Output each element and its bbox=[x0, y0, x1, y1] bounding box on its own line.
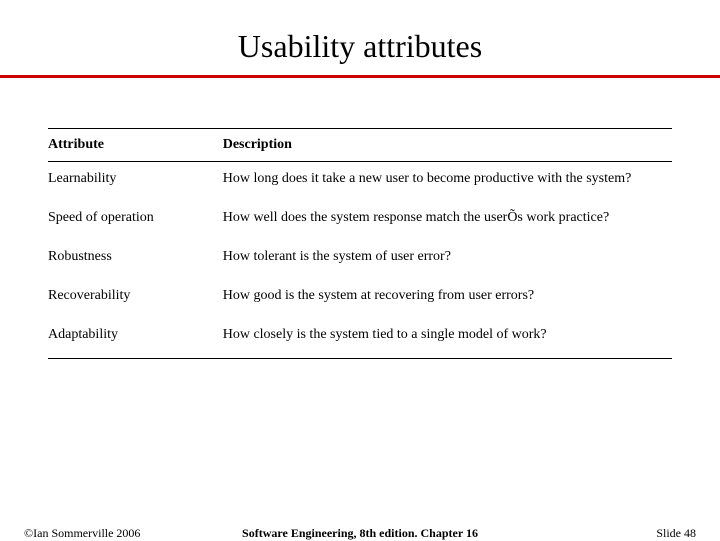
cell-description: How well does the system response match … bbox=[223, 201, 672, 240]
cell-description: How good is the system at recovering fro… bbox=[223, 279, 672, 318]
slide-title: Usability attributes bbox=[0, 0, 720, 75]
col-header-attribute: Attribute bbox=[48, 129, 223, 162]
table-wrapper: Attribute Description Learnability How l… bbox=[0, 78, 720, 359]
slide-container: Usability attributes Attribute Descripti… bbox=[0, 0, 720, 540]
table-row: Speed of operation How well does the sys… bbox=[48, 201, 672, 240]
cell-attribute: Adaptability bbox=[48, 318, 223, 359]
table-header-row: Attribute Description bbox=[48, 129, 672, 162]
table-row: Adaptability How closely is the system t… bbox=[48, 318, 672, 359]
cell-description: How long does it take a new user to beco… bbox=[223, 162, 672, 201]
table-row: Robustness How tolerant is the system of… bbox=[48, 240, 672, 279]
cell-attribute: Robustness bbox=[48, 240, 223, 279]
table-row: Learnability How long does it take a new… bbox=[48, 162, 672, 201]
footer-copyright: ©Ian Sommerville 2006 bbox=[24, 526, 140, 541]
cell-attribute: Recoverability bbox=[48, 279, 223, 318]
cell-attribute: Learnability bbox=[48, 162, 223, 201]
col-header-description: Description bbox=[223, 129, 672, 162]
footer-book-title: Software Engineering, 8th edition. Chapt… bbox=[242, 526, 478, 541]
footer-slide-number: Slide 48 bbox=[656, 526, 696, 541]
cell-description: How closely is the system tied to a sing… bbox=[223, 318, 672, 359]
cell-description: How tolerant is the system of user error… bbox=[223, 240, 672, 279]
usability-attributes-table: Attribute Description Learnability How l… bbox=[48, 128, 672, 359]
table-row: Recoverability How good is the system at… bbox=[48, 279, 672, 318]
cell-attribute: Speed of operation bbox=[48, 201, 223, 240]
